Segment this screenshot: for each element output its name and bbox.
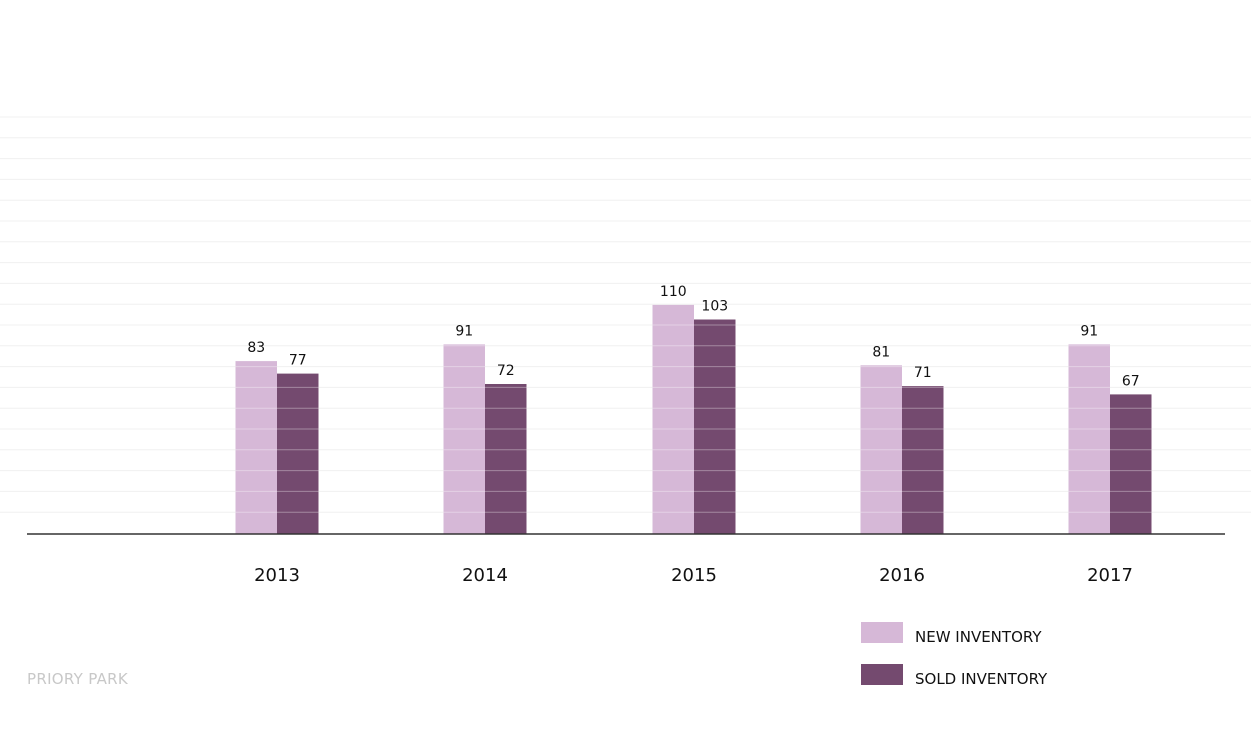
data-label-new-inventory-2016: 81 [872,344,890,360]
data-label-sold-inventory-2015: 103 [701,299,728,315]
bars [235,304,1152,534]
bar-sold-inventory-2014 [485,384,527,534]
bar-new-inventory-2016 [860,365,902,534]
x-tick-label-2014: 2014 [462,565,508,586]
bar-sold-inventory-2013 [277,373,319,534]
x-tick-label-2017: 2017 [1087,565,1133,586]
data-label-sold-inventory-2016: 71 [914,365,932,381]
x-tick-label-2016: 2016 [879,565,925,586]
legend-label-new-inventory: NEW INVENTORY [915,628,1042,646]
data-label-new-inventory-2015: 110 [660,284,687,300]
legend-label-sold-inventory: SOLD INVENTORY [915,670,1048,688]
legend-swatch-sold-inventory [861,664,903,685]
data-label-new-inventory-2017: 91 [1080,323,1098,339]
bar-sold-inventory-2017 [1110,394,1152,534]
bar-sold-inventory-2015 [694,319,736,534]
data-label-new-inventory-2014: 91 [455,323,473,339]
bar-new-inventory-2017 [1068,344,1110,534]
legend-swatch-new-inventory [861,622,903,643]
footer-label: PRIORY PARK [27,670,128,688]
x-tick-labels: 2013 2014 2015 2016 2017 [254,565,1133,586]
data-label-new-inventory-2013: 83 [247,340,265,356]
gridlines [0,116,1251,513]
legend: NEW INVENTORY SOLD INVENTORY [861,622,1048,688]
x-tick-label-2015: 2015 [671,565,717,586]
data-label-sold-inventory-2017: 67 [1122,373,1140,389]
bar-sold-inventory-2016 [902,386,944,534]
data-label-sold-inventory-2013: 77 [289,353,307,369]
bar-new-inventory-2013 [235,361,277,534]
data-label-sold-inventory-2014: 72 [497,363,515,379]
bar-new-inventory-2014 [443,344,485,534]
x-tick-label-2013: 2013 [254,565,300,586]
data-labels: 83 77 91 72 110 103 81 71 91 67 [247,284,1139,390]
bar-new-inventory-2015 [652,304,694,534]
